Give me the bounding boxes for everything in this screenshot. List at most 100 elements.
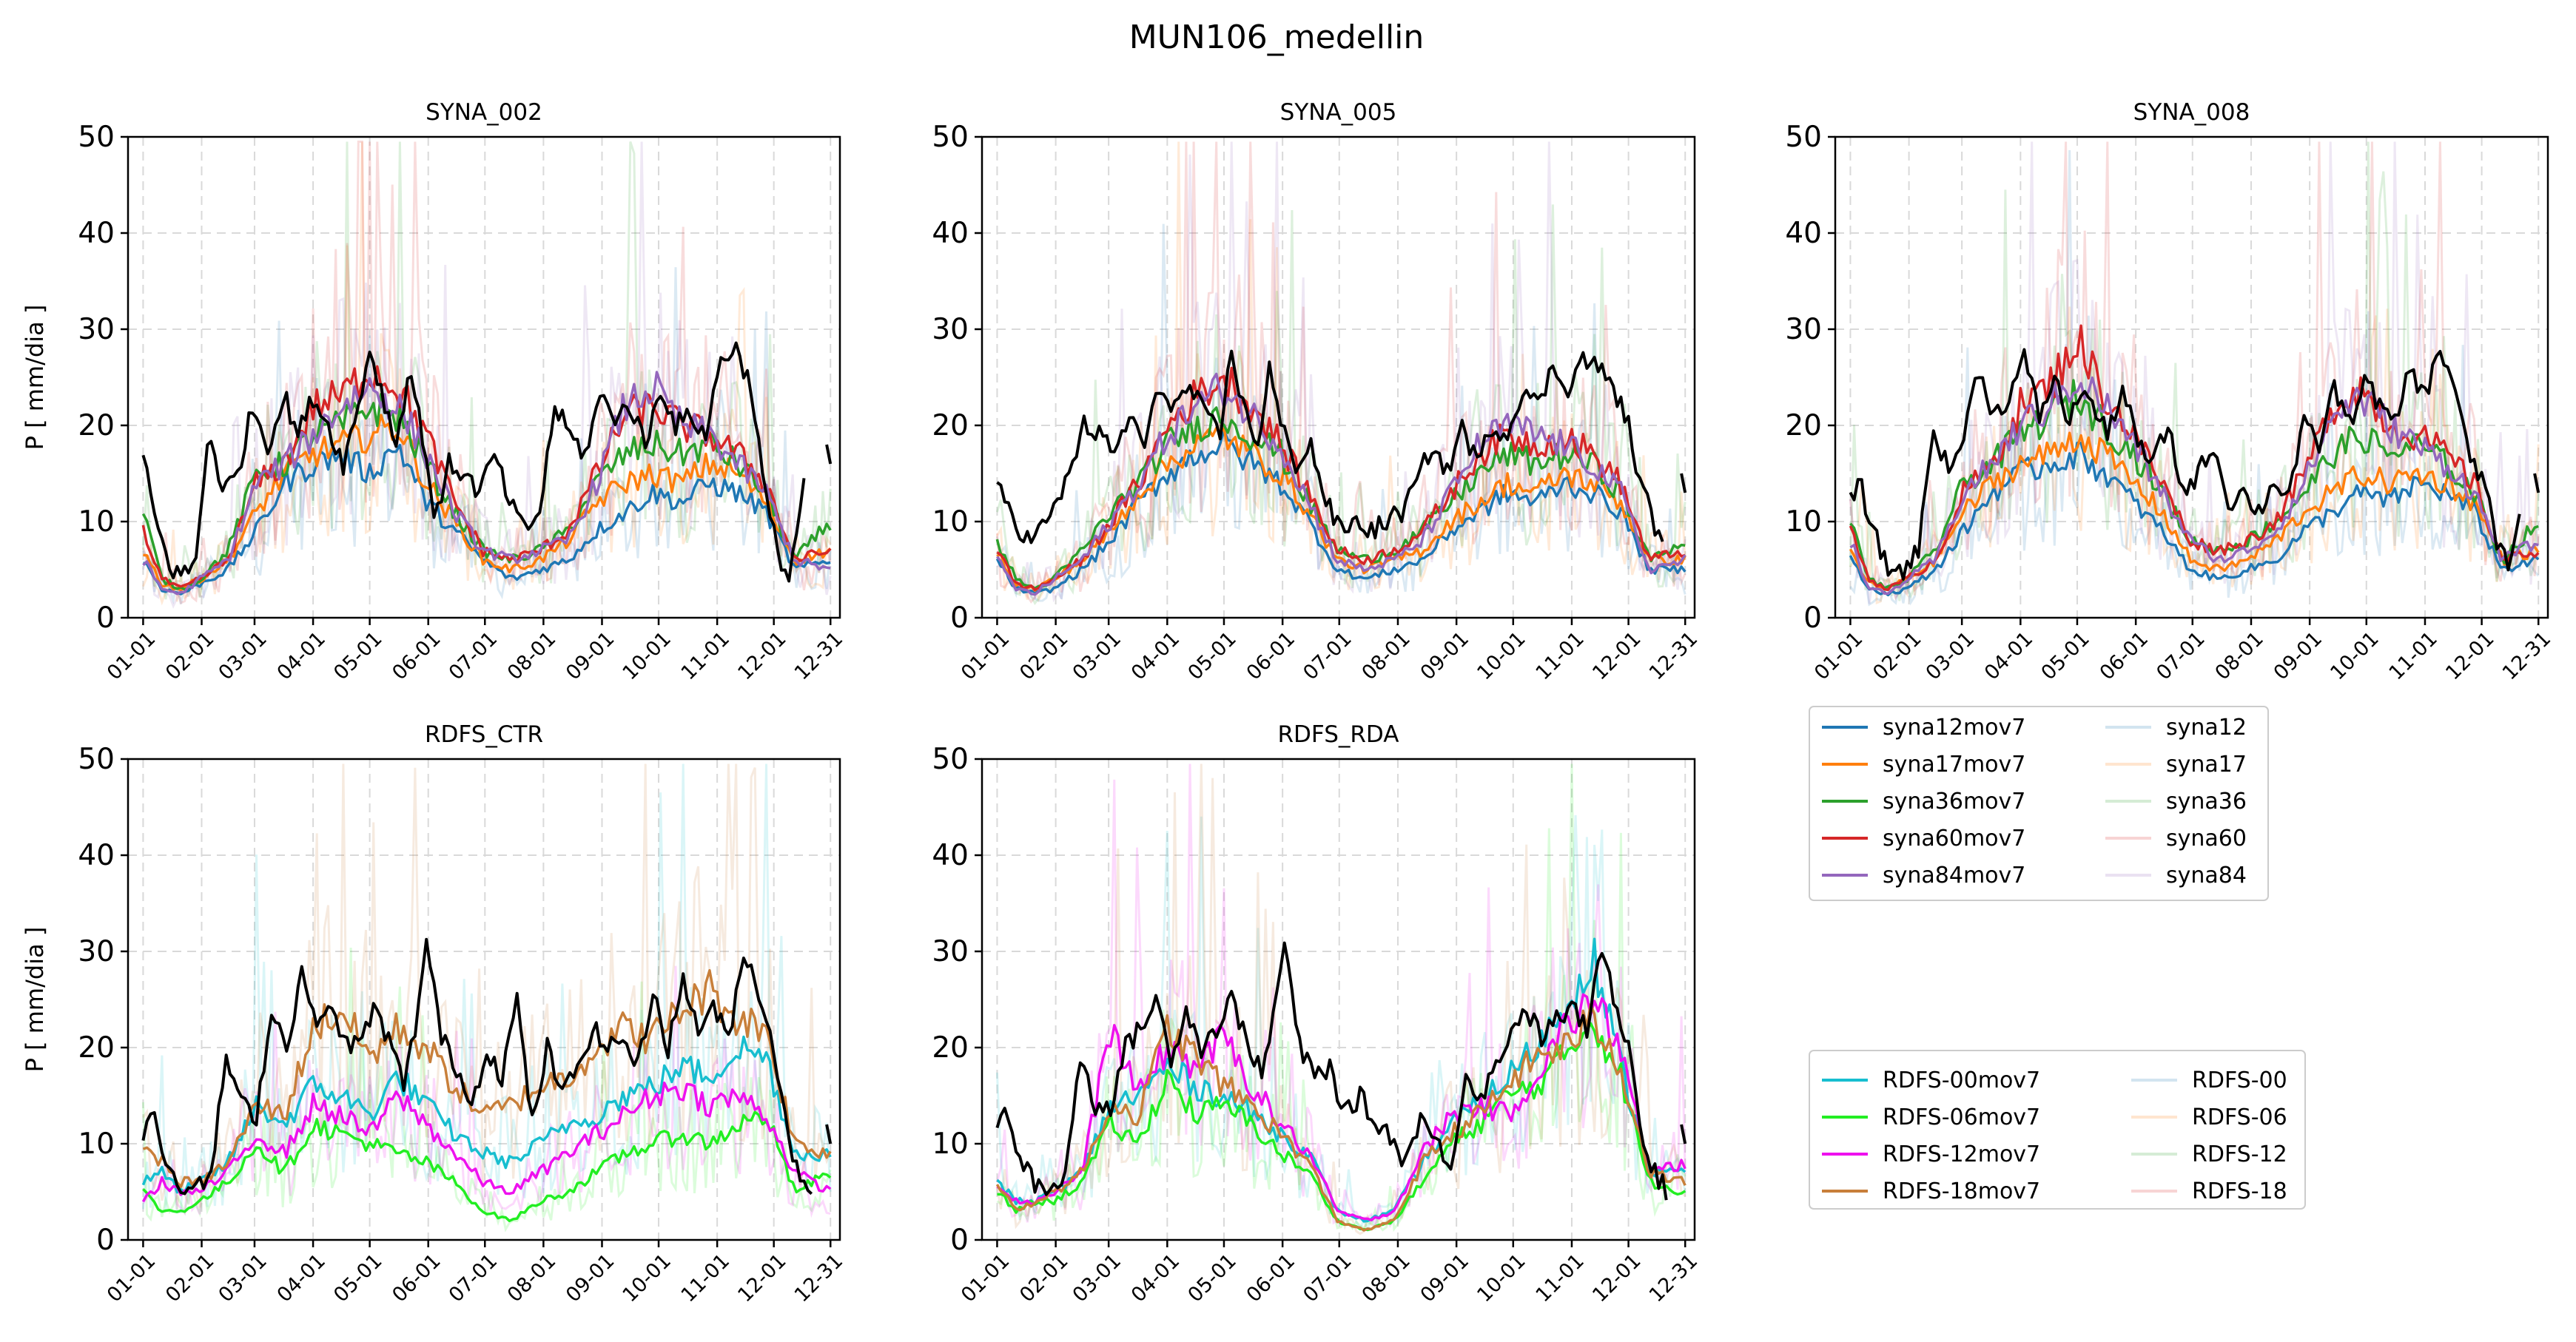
y-tick-label: 0	[96, 1224, 115, 1257]
y-tick-label: 0	[950, 1224, 969, 1257]
panel-title: SYNA_008	[2133, 99, 2250, 126]
y-tick-label: 30	[78, 935, 115, 968]
legend-label-rdfs-18: RDFS-18	[2192, 1179, 2287, 1204]
legend-label-syna36mov7: syna36mov7	[1883, 789, 2025, 815]
obs-line	[1680, 473, 1687, 493]
y-tick-label: 10	[932, 505, 969, 539]
y-tick-label: 0	[1803, 601, 1822, 635]
series-line-syna36mov7	[995, 406, 1686, 590]
y-tick-label: 40	[1785, 217, 1822, 250]
obs-line	[996, 349, 1664, 544]
legend-label-rdfs-00: RDFS-00	[2192, 1068, 2287, 1093]
obs-line	[825, 1124, 833, 1144]
axes-frame	[127, 758, 841, 1241]
legend-label-syna12mov7: syna12mov7	[1883, 715, 2025, 741]
y-tick-label: 0	[96, 601, 115, 635]
legend-label-rdfs-06: RDFS-06	[2192, 1105, 2287, 1130]
series-line-syna17mov7	[143, 414, 832, 592]
raw-series	[995, 141, 1686, 606]
y-tick-label: 10	[78, 1127, 115, 1161]
panel-title: SYNA_002	[426, 99, 542, 126]
legend-label-syna60: syna60	[2166, 826, 2247, 852]
obs-line	[1849, 348, 2521, 581]
axes-frame	[981, 135, 1696, 619]
series-line-syna12mov7	[1849, 442, 2540, 597]
raw-line-syna36mov7	[1849, 141, 2540, 601]
y-tick-label: 20	[78, 409, 115, 442]
y-tick-label: 50	[78, 121, 115, 154]
y-tick-label: 30	[1785, 313, 1822, 346]
legend-label-rdfs-12mov7: RDFS-12mov7	[1883, 1142, 2040, 1167]
axes-frame	[981, 758, 1696, 1241]
y-tick-label: 50	[932, 743, 969, 776]
y-tick-label: 40	[932, 217, 969, 250]
legend-label-rdfs-06mov7: RDFS-06mov7	[1883, 1105, 2040, 1130]
legend-rdfs-frame	[1809, 1050, 2306, 1210]
legend-syna-frame	[1809, 706, 2269, 901]
y-tick-label: 0	[950, 601, 969, 635]
plot-area	[995, 141, 1687, 606]
y-tick-label: 40	[78, 217, 115, 250]
y-tick-label: 50	[932, 121, 969, 154]
legend-label-rdfs-12: RDFS-12	[2192, 1142, 2287, 1167]
y-tick-label: 10	[1785, 505, 1822, 539]
legend-syna: syna12mov7 syna17mov7 syna36mov7 syna60mov7…	[1809, 706, 2269, 901]
raw-line-rdfs-06mov7	[141, 947, 832, 1233]
series-line-syna17mov7	[1849, 431, 2540, 590]
obs-line	[2533, 473, 2540, 493]
raw-line-rdfs-00mov7	[995, 815, 1686, 1233]
series-line-syna12mov7	[995, 428, 1686, 594]
obs-line	[141, 341, 806, 583]
legend-label-syna12: syna12	[2166, 715, 2247, 741]
y-tick-label: 30	[932, 935, 969, 968]
obs-line	[995, 941, 1668, 1201]
legend-label-rdfs-18mov7: RDFS-18mov7	[1883, 1179, 2040, 1204]
legend-label-syna17: syna17	[2166, 752, 2247, 778]
plot-area	[1849, 141, 2540, 607]
series-line-rdfs-12mov7	[996, 993, 1686, 1221]
legend-rdfs: RDFS-00mov7 RDFS-06mov7 RDFS-12mov7 RDFS-18…	[1809, 1050, 2306, 1210]
panel-title: SYNA_005	[1280, 99, 1397, 126]
legend-label-syna36: syna36	[2166, 789, 2247, 815]
figure-title: MUN106_medellin	[1129, 18, 1425, 56]
axes-frame	[1834, 135, 2549, 619]
y-tick-label: 40	[932, 839, 969, 872]
raw-line-rdfs-00mov7	[141, 763, 832, 1214]
raw-line-syna60mov7	[141, 141, 832, 605]
raw-line-syna12mov7	[996, 223, 1686, 602]
series-line-rdfs-06mov7	[997, 1022, 1686, 1232]
y-tick-label: 20	[932, 1031, 969, 1065]
y-tick-label: 30	[78, 313, 115, 346]
series-line-syna84mov7	[1849, 376, 2539, 595]
raw-line-rdfs-18mov7	[142, 763, 832, 1210]
y-tick-label: 20	[1785, 409, 1822, 442]
plot-area	[141, 141, 833, 609]
y-axis-label: P [ mm/dia ]	[21, 927, 49, 1073]
series-line-syna84mov7	[996, 372, 1686, 596]
y-tick-label: 40	[78, 839, 115, 872]
series-line-rdfs-12mov7	[141, 1081, 832, 1203]
raw-line-syna36mov7	[995, 204, 1686, 606]
legend-label-syna17mov7: syna17mov7	[1883, 752, 2025, 778]
raw-line-syna60mov7	[1849, 141, 2540, 601]
legend-label-rdfs-00mov7: RDFS-00mov7	[1883, 1068, 2040, 1093]
y-tick-label: 50	[78, 743, 115, 776]
panel-title: RDFS_CTR	[425, 721, 543, 748]
y-axis-label: P [ mm/dia ]	[21, 305, 49, 451]
y-tick-label: 50	[1785, 121, 1822, 154]
legend-label-syna84: syna84	[2166, 863, 2247, 889]
series-line-rdfs-06mov7	[142, 1110, 832, 1223]
raw-line-syna84mov7	[996, 141, 1686, 603]
y-tick-label: 10	[932, 1127, 969, 1161]
y-tick-label: 10	[78, 505, 115, 539]
obs-line	[825, 444, 833, 465]
y-tick-label: 20	[78, 1031, 115, 1065]
series-line-syna84mov7	[142, 371, 831, 596]
series-line-syna60mov7	[141, 365, 832, 588]
y-tick-label: 30	[932, 313, 969, 346]
plot-area	[141, 763, 833, 1233]
obs-line	[141, 937, 813, 1196]
axes-frame	[127, 135, 841, 619]
legend-label-syna60mov7: syna60mov7	[1883, 826, 2025, 852]
